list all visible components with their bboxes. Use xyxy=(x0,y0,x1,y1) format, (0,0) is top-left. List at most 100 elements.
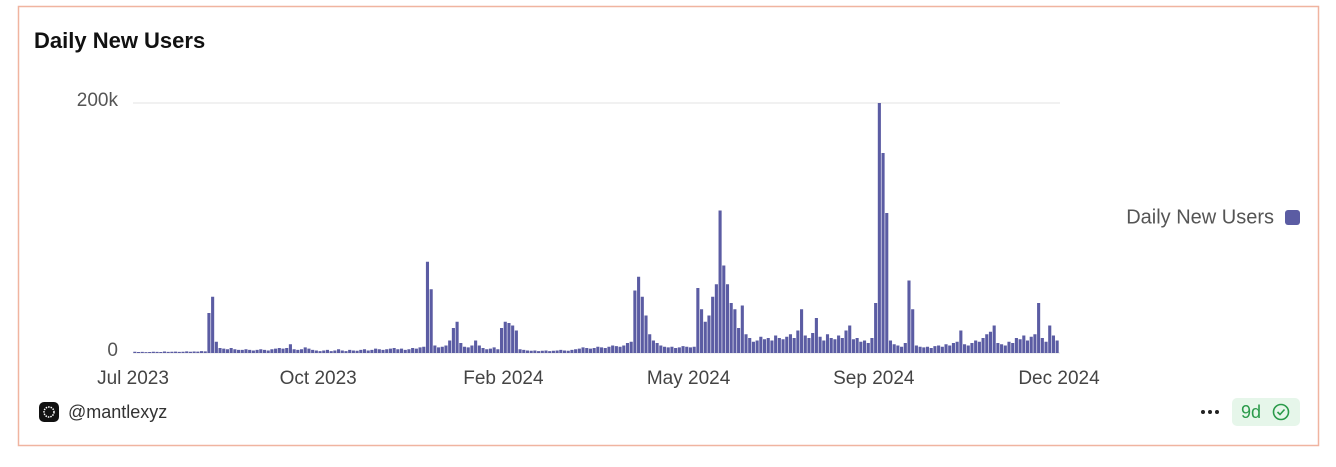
bar xyxy=(1018,339,1022,353)
bar xyxy=(351,350,355,353)
bar xyxy=(222,348,226,353)
bar xyxy=(266,350,270,353)
bar xyxy=(366,350,370,353)
bar xyxy=(859,341,863,353)
bar xyxy=(166,351,170,353)
bar xyxy=(737,328,741,353)
bar xyxy=(177,351,181,353)
bar xyxy=(944,344,948,353)
bar xyxy=(144,352,148,353)
bar xyxy=(359,349,363,353)
bar xyxy=(992,325,996,353)
bar xyxy=(248,349,252,353)
bar xyxy=(251,350,255,353)
card xyxy=(17,5,1320,447)
bar xyxy=(744,334,748,353)
bar xyxy=(329,351,333,353)
bar xyxy=(1051,335,1055,353)
bar xyxy=(800,309,804,353)
bar xyxy=(162,351,167,353)
bar xyxy=(585,348,589,353)
bar xyxy=(270,349,274,353)
bar xyxy=(633,290,637,353)
bar xyxy=(581,347,585,353)
bar xyxy=(492,347,496,353)
bar xyxy=(696,288,700,353)
bar xyxy=(440,346,444,353)
bar xyxy=(459,343,463,353)
bar xyxy=(522,349,526,353)
bar xyxy=(225,349,230,353)
bar xyxy=(570,349,574,353)
x-tick-label: Dec 2024 xyxy=(1018,368,1100,389)
bar xyxy=(499,328,504,353)
author[interactable]: @mantlexyz xyxy=(68,402,167,422)
bar xyxy=(325,349,330,353)
bar xyxy=(888,340,893,353)
bar xyxy=(1007,341,1011,353)
bar xyxy=(159,352,163,353)
bar xyxy=(829,338,833,353)
bar xyxy=(548,351,552,353)
bar xyxy=(285,348,289,353)
bar xyxy=(1025,340,1030,353)
bar xyxy=(151,351,155,353)
bar xyxy=(303,347,307,353)
bar xyxy=(896,345,900,353)
bar xyxy=(903,343,907,353)
bar xyxy=(1003,345,1007,353)
bar xyxy=(429,289,433,353)
bar xyxy=(540,350,544,353)
bar xyxy=(729,303,733,353)
bar xyxy=(925,346,930,353)
bar xyxy=(537,351,541,353)
bar xyxy=(348,349,352,353)
bar xyxy=(1040,338,1044,353)
bar xyxy=(855,338,859,353)
bar xyxy=(751,341,755,353)
bar-series xyxy=(133,103,1059,353)
bar xyxy=(966,345,970,353)
bar xyxy=(848,325,852,353)
bar xyxy=(314,350,318,353)
bar xyxy=(259,349,263,353)
bar xyxy=(948,345,952,353)
bar xyxy=(714,284,718,353)
x-tick-label: May 2024 xyxy=(647,368,731,389)
bar xyxy=(292,349,296,353)
bar xyxy=(274,348,278,353)
bar xyxy=(196,351,200,353)
bar xyxy=(311,349,315,353)
bar xyxy=(296,349,300,353)
bar xyxy=(518,349,522,353)
bar xyxy=(403,349,407,353)
bar xyxy=(818,336,822,353)
bar xyxy=(937,345,941,353)
x-tick-label: Jul 2023 xyxy=(97,368,169,389)
bar xyxy=(185,351,189,353)
bar xyxy=(733,309,737,353)
bar xyxy=(962,344,967,353)
x-tick-label: Sep 2024 xyxy=(833,368,915,389)
bar xyxy=(488,348,492,353)
legend-label: Daily New Users xyxy=(1126,206,1274,228)
bar xyxy=(614,346,618,353)
bar xyxy=(551,350,555,353)
more-menu[interactable] xyxy=(1201,410,1219,414)
bar xyxy=(1014,338,1018,353)
bar xyxy=(392,348,396,353)
bar xyxy=(811,333,815,353)
legend-swatch xyxy=(1285,210,1300,225)
bar xyxy=(1029,336,1033,353)
bar xyxy=(233,349,237,353)
bar xyxy=(977,341,981,353)
bar xyxy=(762,339,767,353)
bar xyxy=(1000,344,1004,353)
bar xyxy=(451,328,455,353)
bar xyxy=(444,345,448,353)
bar xyxy=(688,347,693,353)
bar xyxy=(281,348,285,353)
bar xyxy=(299,349,304,353)
bar xyxy=(833,339,837,353)
bar xyxy=(574,349,578,353)
